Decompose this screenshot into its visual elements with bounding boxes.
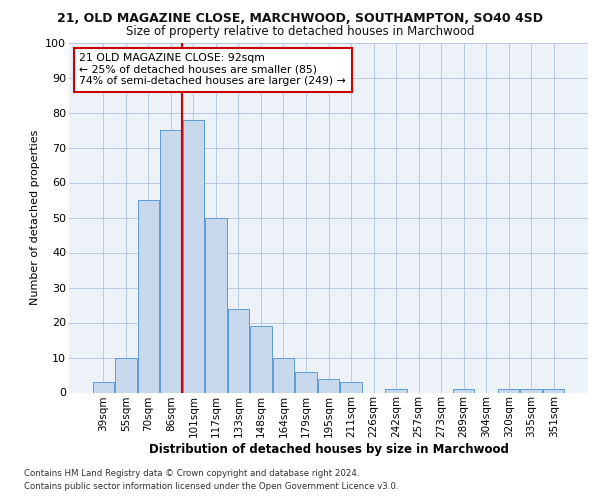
Bar xyxy=(543,389,565,392)
Bar xyxy=(160,130,182,392)
Bar xyxy=(340,382,362,392)
Bar xyxy=(137,200,159,392)
Bar xyxy=(295,372,317,392)
Bar xyxy=(182,120,204,392)
Bar xyxy=(228,308,249,392)
Text: Size of property relative to detached houses in Marchwood: Size of property relative to detached ho… xyxy=(126,25,474,38)
Text: 21 OLD MAGAZINE CLOSE: 92sqm
← 25% of detached houses are smaller (85)
74% of se: 21 OLD MAGAZINE CLOSE: 92sqm ← 25% of de… xyxy=(79,53,346,86)
Y-axis label: Number of detached properties: Number of detached properties xyxy=(29,130,40,305)
Bar xyxy=(520,389,542,392)
Bar xyxy=(318,378,339,392)
Bar xyxy=(498,389,520,392)
Bar xyxy=(205,218,227,392)
Text: 21, OLD MAGAZINE CLOSE, MARCHWOOD, SOUTHAMPTON, SO40 4SD: 21, OLD MAGAZINE CLOSE, MARCHWOOD, SOUTH… xyxy=(57,12,543,26)
Bar xyxy=(250,326,272,392)
Bar xyxy=(273,358,294,392)
Text: Contains HM Land Registry data © Crown copyright and database right 2024.: Contains HM Land Registry data © Crown c… xyxy=(24,468,359,477)
X-axis label: Distribution of detached houses by size in Marchwood: Distribution of detached houses by size … xyxy=(149,443,508,456)
Bar xyxy=(385,389,407,392)
Bar xyxy=(92,382,114,392)
Bar xyxy=(115,358,137,392)
Bar xyxy=(453,389,475,392)
Text: Contains public sector information licensed under the Open Government Licence v3: Contains public sector information licen… xyxy=(24,482,398,491)
